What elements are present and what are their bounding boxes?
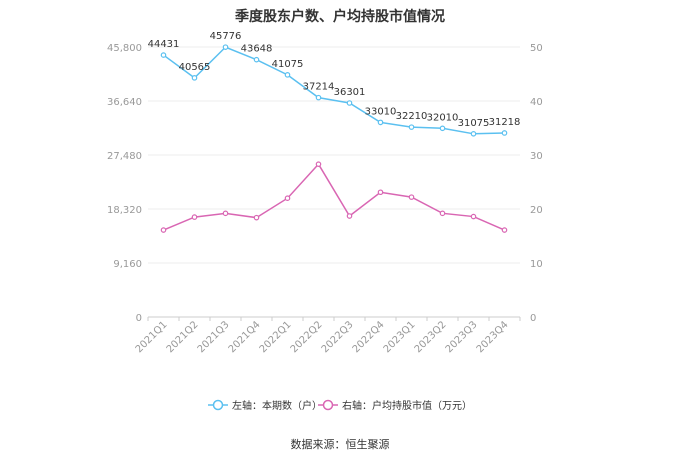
series-1-point [408, 124, 415, 130]
data-label: 33010 [365, 106, 397, 117]
x-tick-label: 2023Q1 [382, 319, 418, 355]
x-tick-label: 2021Q3 [196, 319, 232, 355]
data-label: 32010 [427, 112, 459, 123]
legend-swatch-marker [212, 399, 224, 411]
series-1-point [346, 100, 353, 106]
series-2-point [470, 213, 477, 220]
left-y-tick-label: 9,160 [113, 259, 142, 270]
series-1-point [160, 52, 167, 58]
data-label: 40565 [179, 62, 211, 73]
legend-label: 右轴：户均持股市值（万元） [342, 399, 472, 412]
data-label: 41075 [272, 59, 304, 70]
right-y-tick-label: 20 [530, 205, 543, 216]
left-y-tick-label: 27,480 [107, 151, 142, 162]
legend-swatch-marker [322, 399, 334, 411]
data-label: 36301 [334, 87, 366, 98]
data-label: 31218 [489, 117, 521, 128]
x-tick-label: 2023Q3 [444, 319, 480, 355]
right-y-tick-label: 40 [530, 97, 543, 108]
series-2-point [439, 210, 446, 217]
right-y-tick-label: 30 [530, 151, 543, 162]
right-y-tick-label: 0 [530, 313, 536, 324]
series-line-2 [163, 162, 505, 231]
x-tick-label: 2022Q1 [258, 319, 294, 355]
series-1-point [315, 94, 322, 101]
series-1-point [222, 44, 229, 50]
chart-title: 季度股东户数、户均持股市值情况 [235, 9, 445, 25]
source-note: 数据来源：恒生聚源 [290, 438, 390, 451]
x-tick-label: 2021Q2 [165, 319, 201, 355]
series-1-point [439, 125, 446, 132]
data-label: 43648 [241, 44, 273, 55]
series-2-point [284, 195, 291, 202]
x-tick-label: 2021Q4 [227, 319, 263, 355]
series-1-point [470, 131, 477, 137]
series-2-point [253, 214, 260, 221]
series-1-point [501, 130, 508, 136]
series-2-point [160, 227, 167, 233]
series-1-point [191, 75, 198, 81]
series-line-1 [163, 46, 505, 135]
series-2-point [377, 189, 384, 196]
left-y-tick-label: 45,800 [107, 43, 142, 54]
series-2-point [315, 161, 322, 167]
data-label: 44431 [148, 39, 180, 50]
x-tick-label: 2022Q2 [289, 319, 325, 355]
legend-label: 左轴：本期数（户） [232, 399, 322, 412]
x-tick-label: 2022Q3 [320, 319, 356, 355]
series-2-point [191, 214, 198, 220]
right-y-tick-label: 10 [530, 259, 543, 270]
x-tick-label: 2022Q4 [351, 319, 387, 355]
x-tick-label: 2021Q1 [134, 319, 170, 355]
x-tick-label: 2023Q4 [475, 319, 511, 355]
data-label: 37214 [303, 82, 335, 93]
series-2-point [346, 213, 353, 219]
series-1-point [284, 72, 291, 78]
series-2-point [408, 194, 415, 200]
series-2-point [501, 227, 508, 233]
data-label: 45776 [210, 31, 242, 42]
data-label: 31075 [458, 118, 490, 129]
left-y-tick-label: 0 [136, 313, 142, 324]
x-tick-label: 2023Q2 [413, 319, 449, 355]
data-label: 32210 [396, 111, 428, 122]
right-y-tick-label: 50 [530, 43, 543, 54]
left-y-tick-label: 18,320 [107, 205, 142, 216]
series-2-point [222, 210, 229, 217]
left-y-tick-label: 36,640 [107, 97, 142, 108]
series-1-point [377, 119, 384, 126]
series-1-point [253, 56, 260, 63]
